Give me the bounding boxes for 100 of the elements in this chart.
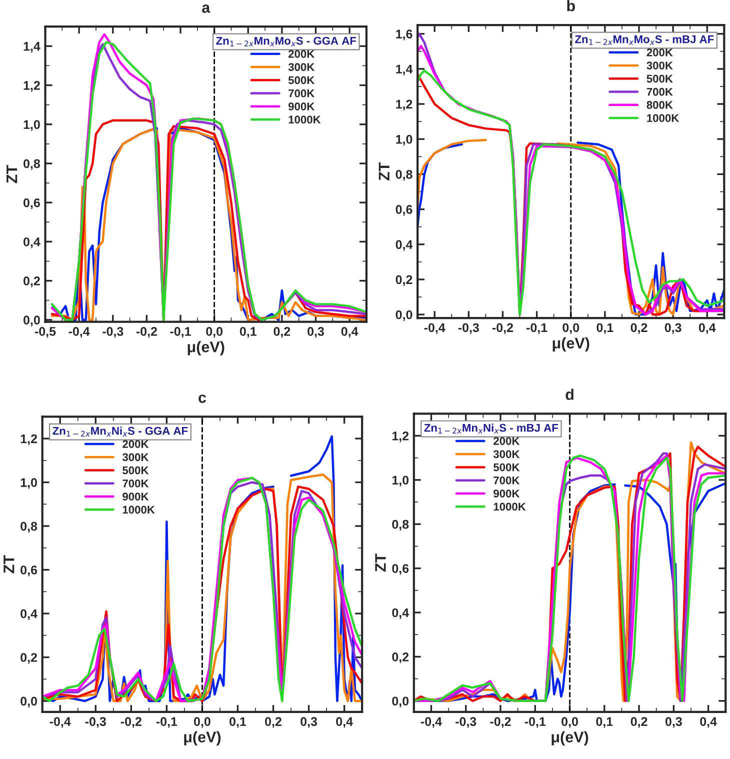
y-tick-label: 0,6 [396, 205, 412, 216]
x-tick-label: -0,3 [102, 327, 124, 338]
y-tick-label: 0,8 [20, 522, 38, 533]
y-tick-label: 1,2 [24, 81, 40, 92]
legend-label: 300K [288, 63, 315, 72]
y-tick-label: 1,0 [392, 476, 409, 486]
y-tick-label: 1,2 [392, 432, 409, 442]
y-tick-label: 0,4 [20, 609, 38, 620]
x-axis-title: μ(eV) [552, 731, 588, 746]
x-tick-label: -0,4 [424, 323, 446, 334]
y-axis-title: ZT [4, 555, 14, 574]
x-tick-label: 0,2 [630, 323, 648, 334]
x-tick-label: -0,1 [170, 327, 191, 338]
y-tick-label: 0,6 [20, 566, 38, 576]
y-tick-label: 0,2 [392, 652, 409, 664]
x-tick-label: 0,2 [630, 717, 648, 728]
x-tick-label: -0,5 [34, 327, 56, 338]
x-axis-title: μ(eV) [188, 341, 224, 356]
x-tick-label: 0,1 [596, 717, 613, 728]
chart-title: c [198, 394, 206, 403]
legend-label: 500K [646, 74, 673, 83]
y-tick-label: 0,6 [392, 564, 409, 575]
x-tick-label: 0,0 [562, 717, 578, 728]
y-tick-label: 1,6 [396, 30, 412, 40]
y-tick-label: 0,6 [24, 198, 40, 210]
legend-label: 900K [494, 490, 520, 498]
legend-label: 700K [122, 480, 149, 488]
x-tick-label: -0,1 [526, 323, 548, 334]
x-tick-label: -0,1 [156, 717, 178, 728]
x-tick-label: 0,4 [698, 323, 716, 334]
x-tick-label: 0,2 [274, 327, 290, 338]
legend-label: 300K [122, 453, 149, 462]
x-tick-label: -0,3 [85, 717, 106, 728]
x-tick-label: -0,2 [136, 327, 157, 338]
x-tick-label: -0,3 [458, 323, 479, 334]
x-tick-label: 0,1 [596, 323, 614, 334]
y-tick-label: 0,8 [392, 520, 409, 531]
y-tick-label: 1,4 [396, 64, 413, 76]
legend-label: 700K [288, 89, 315, 98]
y-tick-label: 0,2 [24, 276, 40, 288]
legend-label: 900K [288, 102, 315, 110]
chart-title: d [566, 388, 574, 400]
x-tick-label: -0,2 [492, 323, 513, 334]
x-tick-label: -0,2 [490, 717, 511, 728]
y-tick-label: 1,0 [24, 120, 40, 131]
y-tick-label: 1,4 [24, 42, 40, 53]
legend-label: 1000K [288, 116, 321, 124]
legend-title: Zn$_{1−2x}$Mn$_{x}$Mo$_{x}$S - GGA AF [216, 36, 356, 46]
legend-label: 500K [288, 76, 315, 84]
legend-label: 200K [494, 437, 520, 445]
chart-title: a [202, 4, 210, 13]
x-tick-label: 0,4 [336, 717, 353, 728]
y-tick-label: 1,2 [396, 100, 412, 110]
y-tick-label: 1,0 [20, 478, 37, 489]
x-tick-label: 0,0 [562, 323, 580, 334]
legend-label: 300K [646, 62, 673, 70]
x-tick-label: 0,0 [206, 327, 222, 338]
legend-label: 200K [646, 48, 673, 56]
legend-label: 900K [122, 492, 149, 501]
y-tick-label: 0,0 [24, 316, 40, 326]
x-tick-label: -0,4 [420, 717, 442, 728]
y-tick-label: 1,2 [20, 434, 37, 446]
legend-label: 300K [493, 450, 520, 458]
x-tick-label: -0,3 [456, 717, 476, 728]
y-axis-title: ZT [6, 165, 18, 184]
legend-title: Zn$_{1−2x}$Mn$_{x}$Mo$_{x}$S - mBJ AF [575, 35, 714, 45]
y-tick-label: 0,0 [20, 696, 37, 708]
legend-label: 700K [646, 88, 673, 96]
y-tick-label: 0,0 [392, 696, 409, 708]
y-tick-label: 1,0 [396, 134, 412, 146]
legend-label: 700K [494, 476, 520, 484]
x-tick-label: 0,3 [300, 717, 318, 728]
x-tick-label: 0,4 [700, 717, 717, 728]
x-tick-label: 0,3 [665, 717, 682, 728]
legend-label: 1000K [647, 114, 680, 122]
x-tick-label: 0,4 [341, 327, 358, 338]
y-tick-label: 0,2 [396, 275, 412, 286]
y-tick-label: 0,8 [396, 170, 412, 181]
legend-label: 200K [122, 440, 149, 448]
legend-label: 500K [493, 463, 520, 472]
legend-label: 1000K [122, 506, 155, 514]
legend-label: 800K [646, 101, 673, 109]
x-tick-label: 0,1 [230, 717, 246, 728]
x-tick-label: -0,4 [68, 327, 90, 338]
x-tick-label: 0,3 [664, 323, 682, 334]
x-tick-label: -0,4 [50, 717, 71, 728]
y-tick-label: 0,8 [24, 159, 40, 170]
legend-label: 1000K [494, 502, 526, 511]
y-tick-label: 0,4 [24, 237, 40, 248]
x-axis-title: μ(eV) [552, 337, 590, 352]
legend-label: 200K [288, 50, 315, 58]
x-tick-label: -0,2 [120, 717, 142, 728]
chart-title: b [567, 0, 575, 12]
legend-title: Zn$_{1−2x}$Mn$_{x}$Ni$_{x}$S - mBJ AF [424, 424, 558, 434]
legend-label: 500K [122, 466, 149, 474]
x-axis-title: μ(eV) [184, 731, 221, 746]
x-tick-label: 0,1 [240, 327, 256, 338]
y-tick-label: 0,4 [396, 240, 413, 251]
y-axis-title: ZT [378, 162, 390, 180]
x-tick-label: 0,0 [194, 717, 210, 728]
